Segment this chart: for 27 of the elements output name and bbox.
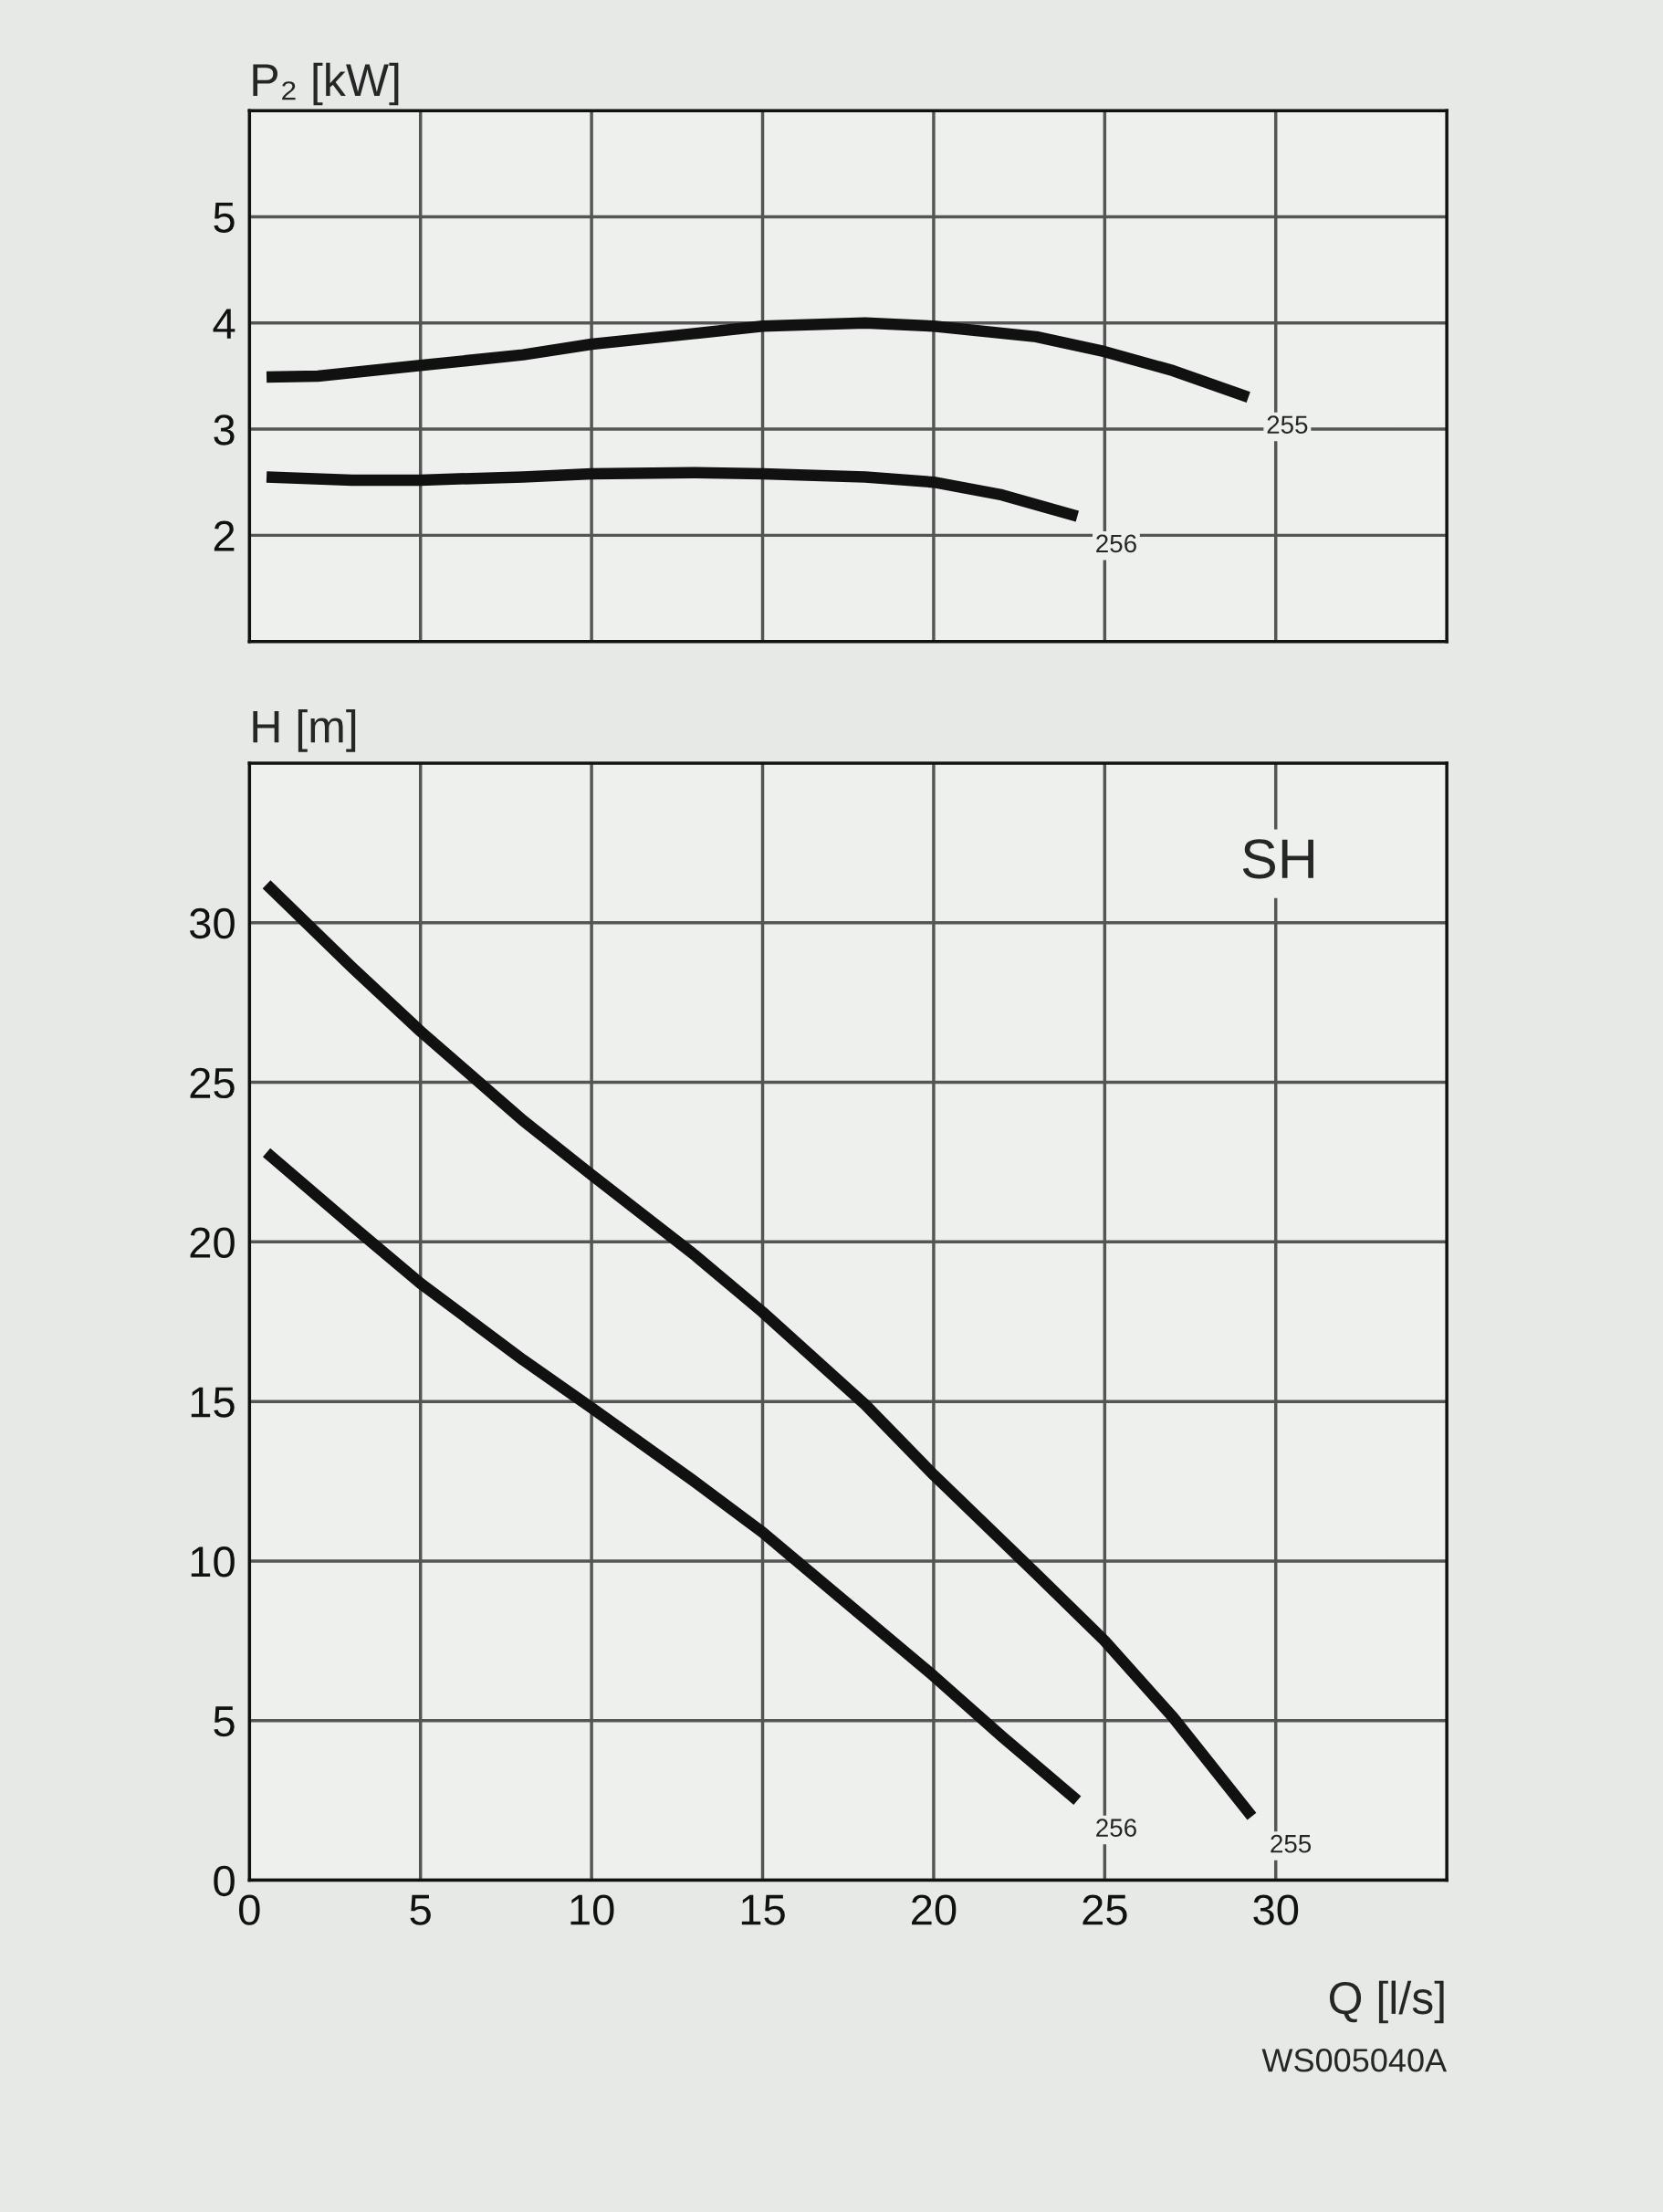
y-tick-label: 0: [214, 1865, 235, 1897]
y-tick-label: 5: [214, 1706, 235, 1737]
y-tick-label: 5: [214, 203, 235, 234]
series-label: 256: [1096, 534, 1136, 553]
x-tick-label: 30: [1253, 1894, 1299, 1925]
x-tick-label: 0: [239, 1894, 260, 1925]
y-tick-label: 2: [214, 520, 235, 551]
series-label: 255: [1271, 1834, 1312, 1853]
x-tick-label: 10: [570, 1894, 614, 1925]
x-tick-label: 25: [1083, 1894, 1127, 1925]
text: WS005040A: [1261, 2049, 1448, 2072]
series-label: 255: [1267, 415, 1308, 435]
y-tick-label: 20: [190, 1227, 235, 1258]
y-tick-label: 25: [190, 1067, 235, 1099]
y-tick-label: 15: [191, 1387, 235, 1418]
series-label: 256: [1096, 1819, 1136, 1837]
annotation: SH: [1242, 839, 1313, 879]
y-tick-label: 10: [191, 1546, 235, 1578]
y-axis-title: H [m]: [253, 709, 356, 752]
y-tick-label: 3: [214, 414, 235, 446]
y-tick-label: 30: [190, 907, 235, 939]
x-axis-title: Q [l/s]: [1329, 1980, 1444, 2024]
y-tick-label: 4: [213, 309, 235, 339]
x-tick-label: 20: [912, 1894, 957, 1925]
y-axis-title: P₂ [kW]: [253, 62, 399, 106]
x-tick-label: 15: [741, 1894, 785, 1925]
x-tick-label: 5: [410, 1894, 431, 1925]
